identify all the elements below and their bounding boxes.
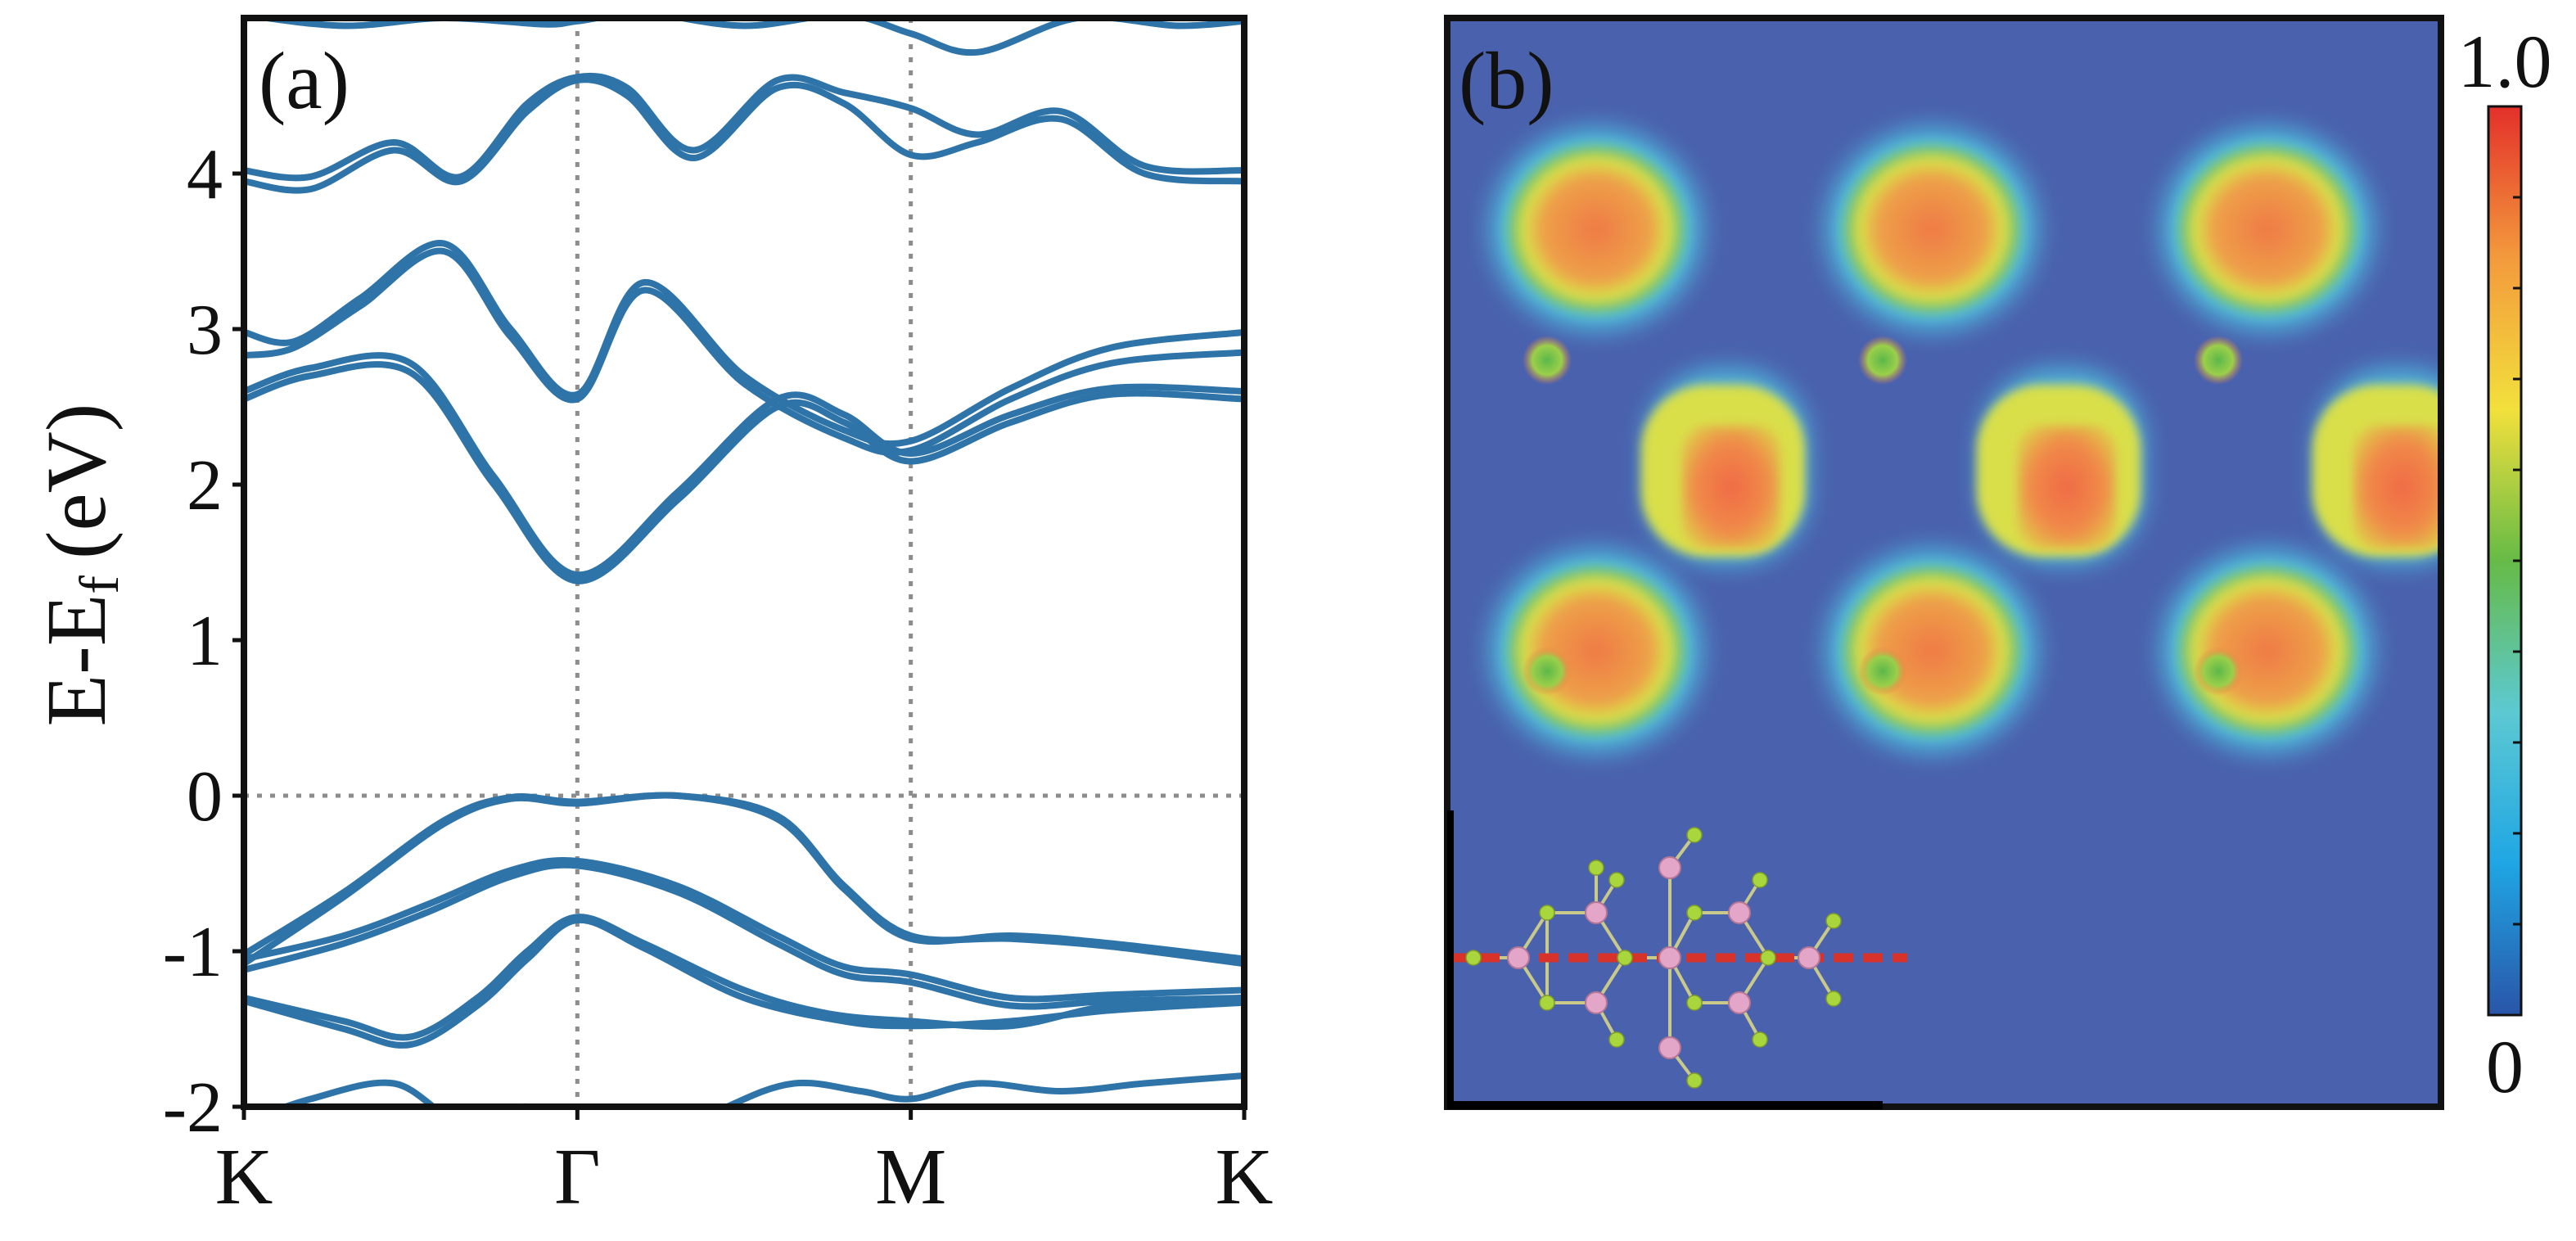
lattice-atom-primary (1728, 991, 1751, 1014)
band-line-band-9 (244, 352, 1244, 579)
density-lobes (1490, 127, 2441, 753)
lattice-atom-secondary (1588, 860, 1604, 876)
y-tick-label: 3 (187, 291, 223, 370)
y-tick-label: 1 (187, 602, 223, 681)
lattice-atom-secondary (1825, 913, 1842, 929)
lattice-atom-secondary (1617, 950, 1633, 966)
y-axis: -2 -1 0 1 2 3 4 (163, 135, 244, 1148)
band-line-band-11 (244, 240, 1244, 448)
lattice-atom-secondary (1539, 905, 1555, 921)
lattice-inset (1450, 827, 1907, 1089)
band-line-band-8 (244, 361, 1244, 584)
y-tick-label: 2 (187, 446, 223, 526)
lattice-atom-secondary (1686, 1072, 1703, 1089)
y-tick-label: 4 (187, 135, 223, 214)
lattice-atom-primary (1798, 946, 1820, 969)
y-axis-label-units: (eV) (29, 404, 124, 560)
lattice-atom-secondary (1686, 827, 1703, 843)
lattice-atom-secondary (1825, 991, 1842, 1007)
x-tick-label: Γ (554, 1133, 601, 1221)
lattice-atom-primary (1658, 1036, 1681, 1059)
band-structure-panel: -2 -1 0 1 2 3 4 K Γ M K (a) E-Ef (eV) (29, 15, 1274, 1221)
heatmap-frame (1444, 15, 2444, 1110)
lattice-atom-primary (1507, 946, 1530, 969)
lobe-core (1523, 647, 1572, 696)
lattice-atom-secondary (1760, 950, 1776, 966)
bridge-hotspot (1682, 426, 1780, 548)
band-line-band-2 (244, 914, 1244, 1041)
lattice-atom-primary (1585, 901, 1608, 924)
lattice-atom-primary (1658, 856, 1681, 879)
colorbar: 1.0 0 (2458, 20, 2552, 1108)
band-lines (244, 18, 1244, 1107)
x-tick-label: K (1216, 1133, 1274, 1221)
lattice-atom-secondary (1752, 872, 1768, 888)
reference-lines (244, 18, 1244, 1107)
colorbar-min-label: 0 (2486, 1025, 2524, 1108)
panel-b-label: (b) (1459, 35, 1554, 126)
lobe-core (2194, 647, 2243, 696)
y-axis-label-subscript: f (68, 575, 130, 594)
colorbar-ticks (2513, 105, 2521, 1017)
band-line-band-13 (244, 72, 1244, 182)
lattice-atom-secondary (1686, 905, 1703, 921)
panel-a-label: (a) (259, 35, 350, 126)
charge-density-panel: (b) (1444, 15, 2444, 1110)
x-tick-label: M (875, 1133, 946, 1221)
lobe-core (1523, 336, 1572, 385)
band-line-band-4 (244, 861, 1244, 1010)
density-lobe-group (2161, 127, 2441, 753)
y-axis-label-main: E-E (29, 594, 124, 727)
lower-lobe (1500, 559, 1693, 742)
bridge-hotspot (2018, 426, 2116, 548)
lobe-core (1858, 336, 1907, 385)
y-tick-label: 0 (187, 757, 223, 837)
density-lobe-group (1825, 127, 2145, 753)
band-line-band-3 (244, 916, 1244, 1049)
upper-lobe (1835, 138, 2028, 321)
upper-lobe (1500, 138, 1693, 321)
plot-frame (241, 15, 1247, 1110)
band-line-band-1 (275, 1072, 1244, 1107)
lattice-atom-secondary (1752, 1031, 1768, 1048)
lobe-core (2194, 336, 2243, 385)
density-lobe-group (1490, 127, 1809, 753)
band-line-band-10 (244, 247, 1244, 456)
lattice-atom-secondary (1608, 1031, 1625, 1048)
upper-lobe (2171, 138, 2364, 321)
y-axis-label: E-Ef (eV) (29, 404, 130, 727)
lattice-atom-secondary (1686, 995, 1703, 1011)
lattice-atom-secondary (1608, 872, 1625, 888)
lattice-atom-primary (1658, 946, 1681, 969)
lower-lobe (2171, 559, 2364, 742)
lattice-atom-primary (1585, 991, 1608, 1014)
y-tick-label: -2 (163, 1068, 223, 1148)
lobe-core (1858, 647, 1907, 696)
x-tick-label: K (215, 1133, 273, 1221)
band-line-band-5 (244, 856, 1244, 1003)
bridge-hotspot (2353, 426, 2441, 548)
lattice-atom-secondary (1465, 950, 1482, 966)
band-line-band-7 (244, 792, 1244, 968)
band-line-band-6 (244, 792, 1244, 968)
lower-lobe (1835, 559, 2028, 742)
band-line-band-12 (244, 76, 1244, 194)
lattice-atom-primary (1728, 901, 1751, 924)
colorbar-max-label: 1.0 (2458, 20, 2552, 103)
lattice-atom-secondary (1539, 995, 1555, 1011)
y-tick-label: -1 (163, 913, 223, 992)
